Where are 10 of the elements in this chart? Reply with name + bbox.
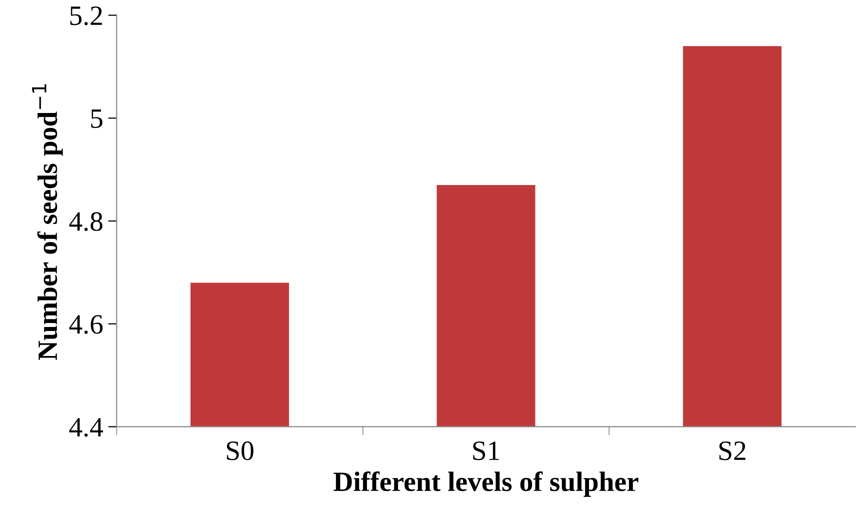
y-tick-label: 4.6	[69, 315, 103, 334]
x-tick-label: S2	[719, 441, 746, 460]
y-tick-label: 4.4	[69, 418, 104, 437]
y-axis-title: Number of seeds pod$^{−1}$	[32, 84, 63, 360]
y-tick-label: 5	[91, 110, 102, 128]
y-tick-label: 4.8	[69, 212, 102, 232]
x-tick-label: S0	[226, 441, 254, 460]
x-tick-label: S1	[473, 441, 500, 460]
y-tick-label: 5.2	[70, 6, 102, 26]
x-axis-title: Different levels of sulpher	[334, 471, 638, 497]
